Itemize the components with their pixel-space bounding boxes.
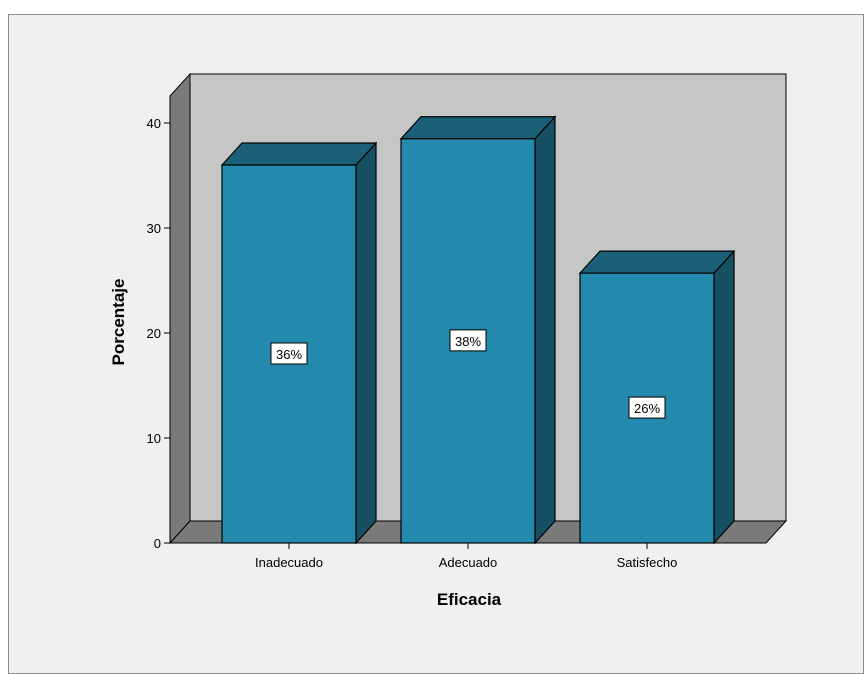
x-axis-title: Eficacia <box>437 590 502 609</box>
y-tick-label: 40 <box>147 116 161 131</box>
y-tick-label: 10 <box>147 431 161 446</box>
y-tick-label: 20 <box>147 326 161 341</box>
data-label: 26% <box>634 401 660 416</box>
y-axis: 0 10 20 30 40 <box>147 96 171 551</box>
y-tick-label: 0 <box>154 536 161 551</box>
x-tick-label: Inadecuado <box>255 555 323 570</box>
bar-side <box>713 249 735 545</box>
bar-top <box>578 250 736 274</box>
x-axis: Inadecuado Adecuado Satisfecho <box>255 543 677 570</box>
data-label: 38% <box>455 334 481 349</box>
data-label-box <box>449 329 487 352</box>
y-tick-label: 30 <box>147 221 161 236</box>
bar-side <box>534 115 556 545</box>
y-axis-title: Porcentaje <box>109 279 128 366</box>
bar-side <box>355 141 377 545</box>
data-label-box <box>628 396 666 419</box>
bar-top <box>220 142 378 166</box>
side-wall <box>169 72 191 545</box>
bar-top <box>399 116 557 140</box>
bar: 26% <box>578 249 736 545</box>
data-label-box <box>270 342 308 365</box>
bar: 38% <box>399 115 557 545</box>
data-label: 36% <box>276 347 302 362</box>
x-tick-label: Adecuado <box>439 555 498 570</box>
bar: 36% <box>220 141 378 545</box>
bars: 36% 38% 26% <box>220 115 736 545</box>
x-tick-label: Satisfecho <box>617 555 678 570</box>
